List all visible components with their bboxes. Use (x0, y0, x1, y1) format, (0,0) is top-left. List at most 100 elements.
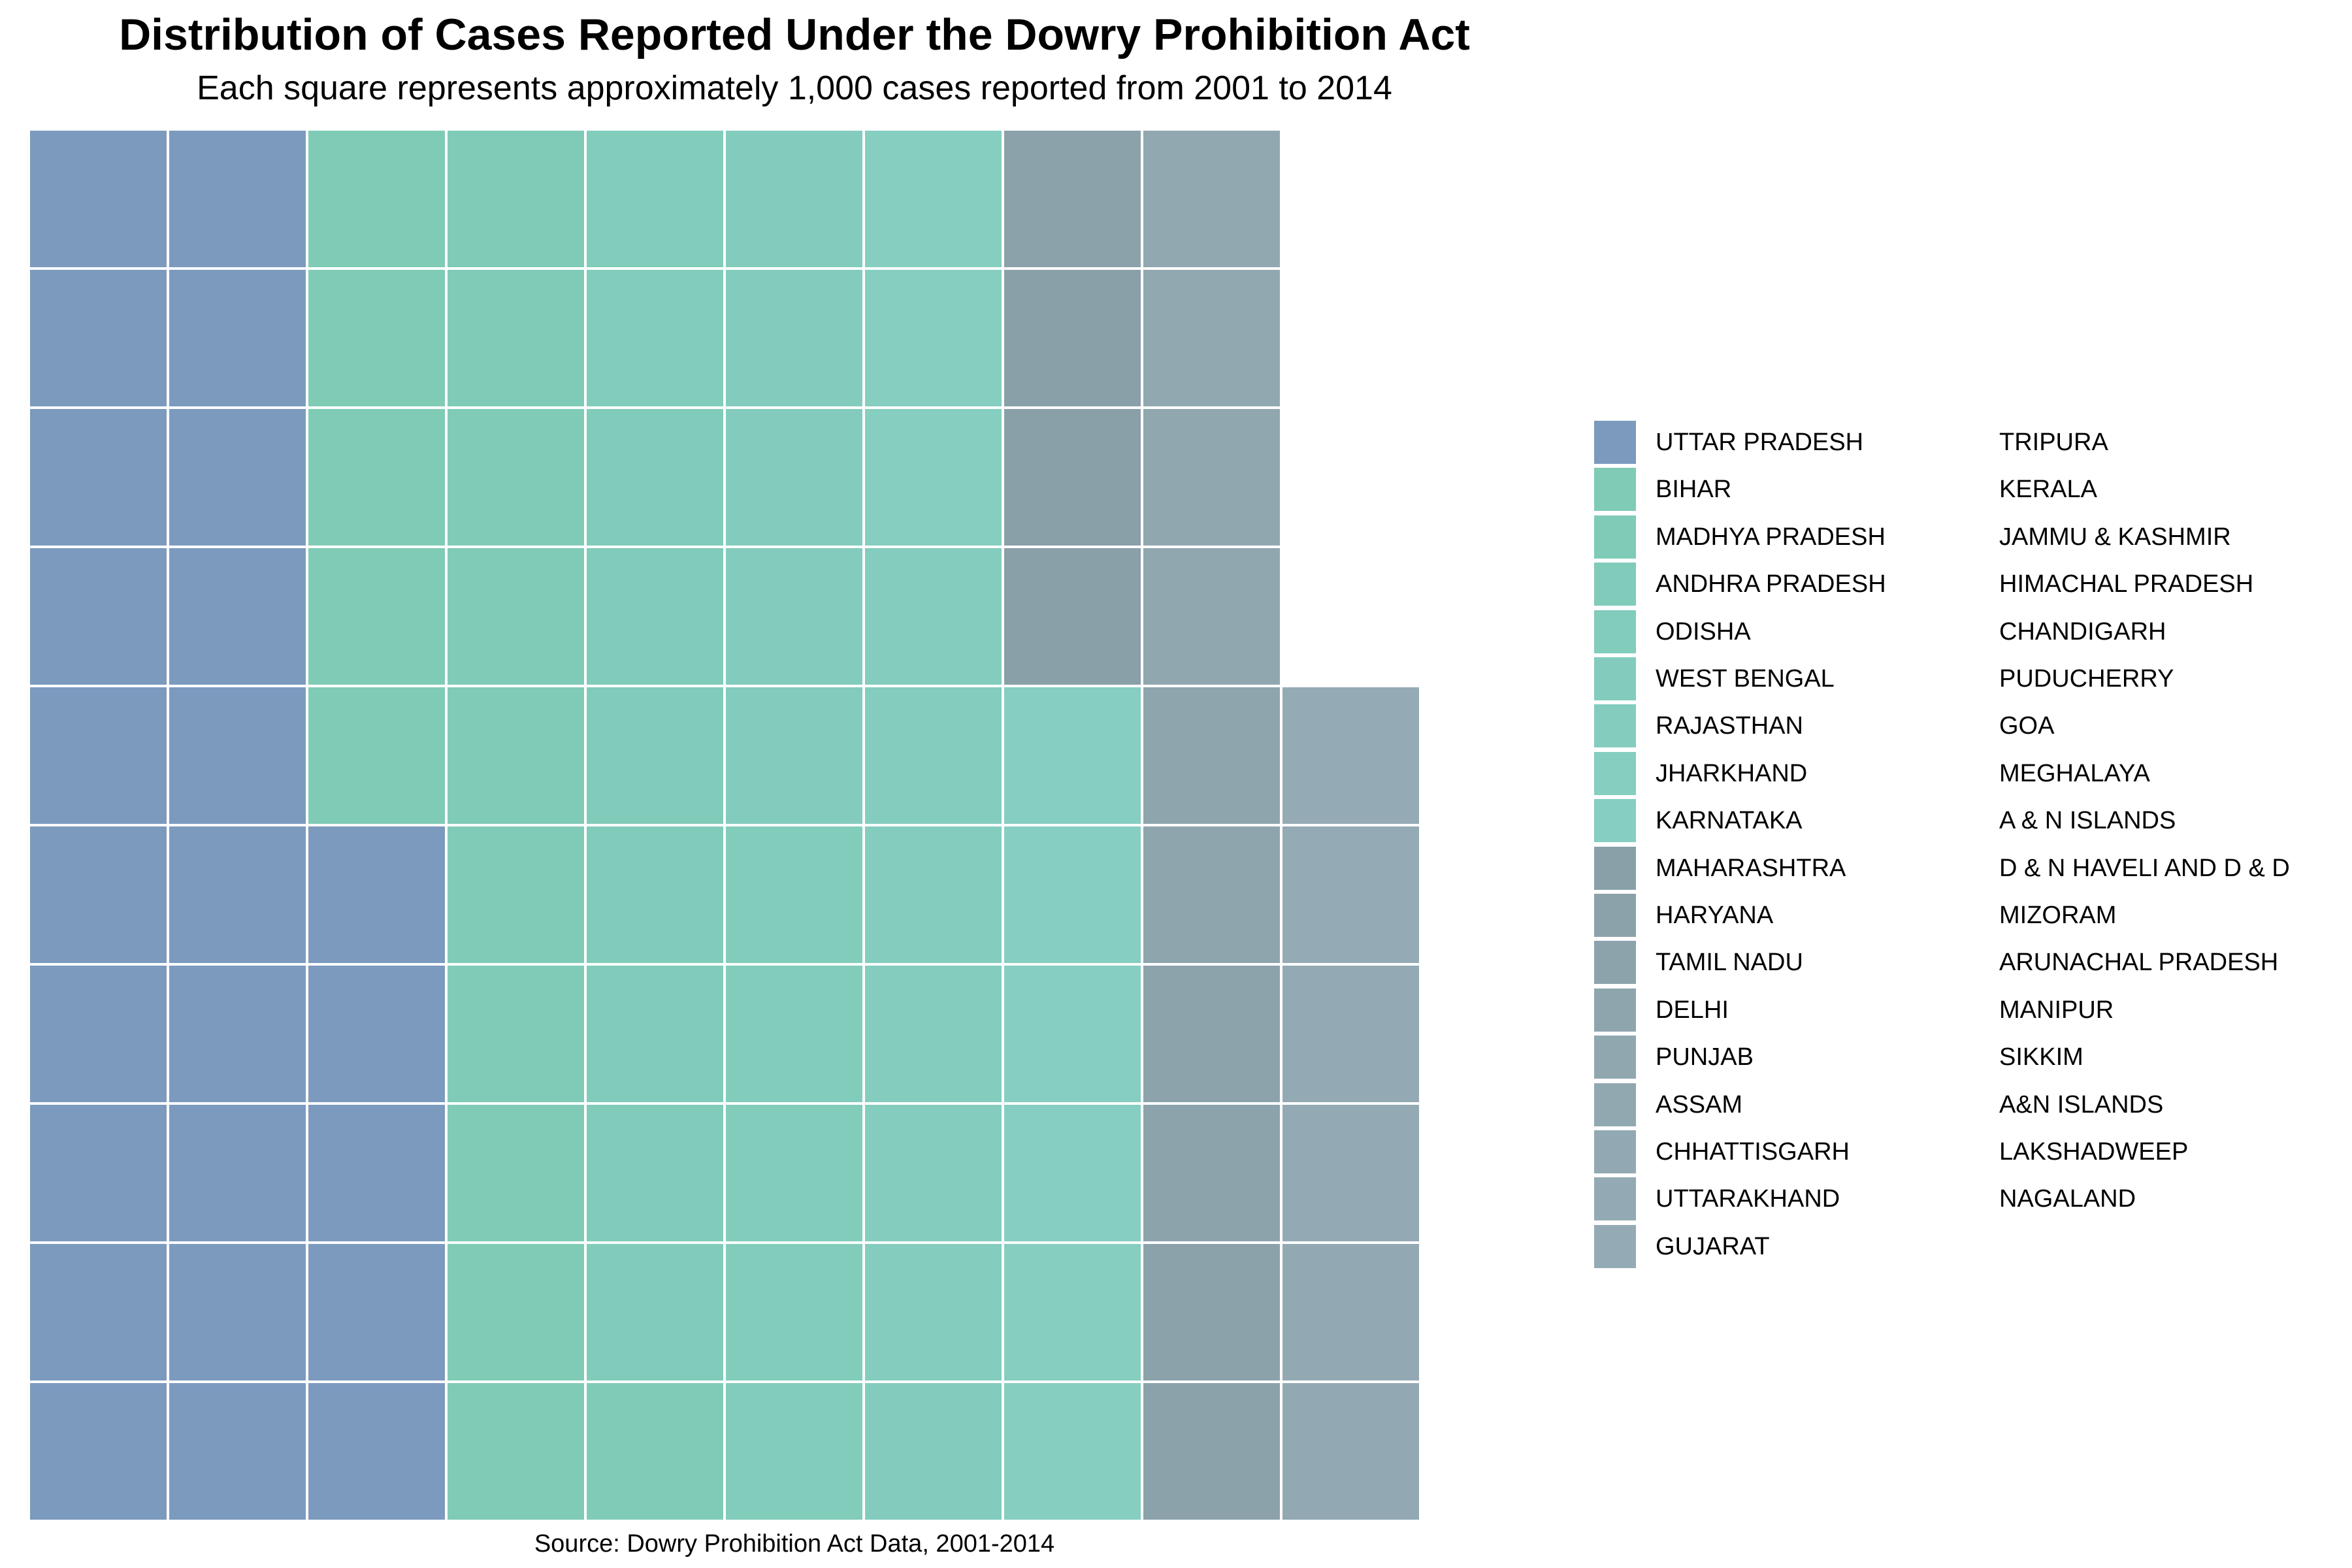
legend-key (1594, 894, 1636, 937)
waffle-square-jharkhand (865, 270, 1002, 406)
waffle-square-gujarat (1282, 687, 1419, 824)
waffle-square-maharashtra (1004, 548, 1141, 685)
legend-key (1594, 1130, 1636, 1173)
legend-label: KARNATAKA (1656, 807, 1803, 835)
waffle-square-uttar-pradesh (169, 966, 306, 1102)
legend-label: JHARKHAND (1656, 759, 1808, 787)
legend-label: TAMIL NADU (1656, 949, 1803, 977)
waffle-square-rajasthan (865, 548, 1002, 685)
waffle-square-gujarat (1282, 826, 1419, 963)
waffle-square-madhya-pradesh (448, 409, 584, 546)
waffle-square-uttar-pradesh (308, 1105, 445, 1241)
legend-key (1594, 657, 1636, 700)
legend-label: ODISHA (1656, 617, 1751, 645)
waffle-square-uttar-pradesh (30, 1244, 167, 1380)
waffle-square-andhra-pradesh (587, 409, 723, 546)
legend-key (1594, 1036, 1636, 1079)
legend-label: KERALA (1999, 476, 2097, 504)
legend-label: A&N ISLANDS (1999, 1090, 2164, 1119)
waffle-square-uttar-pradesh (30, 826, 167, 963)
waffle-square-uttar-pradesh (169, 548, 306, 685)
waffle-square-uttar-pradesh (308, 1244, 445, 1380)
legend-key (1594, 1224, 1636, 1268)
waffle-square-bihar (448, 1383, 584, 1520)
waffle-square-odisha (587, 270, 723, 406)
waffle-square-madhya-pradesh (448, 687, 584, 824)
waffle-square-odisha (726, 1105, 862, 1241)
waffle-square-jharkhand (1004, 1244, 1141, 1380)
waffle-square-uttar-pradesh (169, 826, 306, 963)
waffle-square-andhra-pradesh (587, 687, 723, 824)
waffle-square-rajasthan (865, 826, 1002, 963)
waffle-square-rajasthan (865, 1244, 1002, 1380)
legend-key (1594, 468, 1636, 512)
legend-label: MANIPUR (1999, 996, 2114, 1024)
legend-key (1594, 1083, 1636, 1126)
legend-label: CHHATTISGARH (1656, 1138, 1850, 1166)
waffle-square-uttar-pradesh (30, 548, 167, 685)
legend-label: GOA (1999, 712, 2055, 740)
legend-label: HIMACHAL PRADESH (1999, 570, 2254, 598)
legend-label: ANDHRA PRADESH (1656, 570, 1886, 598)
waffle-square-odisha (726, 1383, 862, 1520)
waffle-square-karnataka (1004, 1105, 1141, 1241)
waffle-square-bihar (308, 687, 445, 824)
legend-label: MEGHALAYA (1999, 759, 2150, 787)
waffle-chart (30, 131, 1419, 1520)
waffle-square-west-bengal (726, 548, 862, 685)
waffle-square-maharashtra (1004, 409, 1141, 546)
waffle-square-uttar-pradesh (30, 687, 167, 824)
waffle-square-bihar (308, 409, 445, 546)
waffle-square-odisha (726, 966, 862, 1102)
waffle-square-madhya-pradesh (448, 826, 584, 963)
legend-label: CHANDIGARH (1999, 617, 2166, 645)
waffle-square-uttar-pradesh (169, 409, 306, 546)
waffle-square-madhya-pradesh (448, 270, 584, 406)
waffle-square-madhya-pradesh (448, 548, 584, 685)
legend-key (1594, 704, 1636, 748)
legend-key (1594, 799, 1636, 843)
legend-label: ASSAM (1656, 1090, 1743, 1119)
legend-key (1594, 988, 1636, 1032)
waffle-square-uttar-pradesh (169, 270, 306, 406)
legend-label: MAHARASHTRA (1656, 854, 1846, 882)
waffle-square-punjab (1143, 409, 1280, 546)
waffle-square-uttar-pradesh (30, 1383, 167, 1520)
waffle-square-madhya-pradesh (448, 131, 584, 267)
legend-label: UTTARAKHAND (1656, 1185, 1840, 1213)
waffle-square-uttar-pradesh (308, 826, 445, 963)
waffle-square-bihar (308, 270, 445, 406)
waffle-square-haryana (1004, 131, 1141, 267)
legend-label: D & N HAVELI AND D & D (1999, 854, 2290, 882)
waffle-square-odisha (726, 1244, 862, 1380)
legend-key (1594, 421, 1636, 464)
legend: UTTAR PRADESH BIHAR MADHYA PRADESH ANDHRA P… (1594, 0, 2352, 1307)
waffle-square-delhi (1143, 826, 1280, 963)
legend-label: WEST BENGAL (1656, 665, 1835, 693)
legend-label: ARUNACHAL PRADESH (1999, 949, 2279, 977)
waffle-square-chhattisgarh (1282, 1244, 1419, 1380)
legend-label: A & N ISLANDS (1999, 807, 2176, 835)
legend-label: MIZORAM (1999, 902, 2117, 929)
waffle-square-haryana (1143, 1383, 1280, 1520)
waffle-square-andhra-pradesh (587, 826, 723, 963)
legend-label: DELHI (1656, 996, 1729, 1024)
waffle-square-west-bengal (726, 409, 862, 546)
legend-key (1594, 563, 1636, 606)
chart-subtitle: Each square represents approximately 1,0… (197, 69, 1392, 107)
legend-key (1594, 846, 1636, 890)
waffle-square-uttar-pradesh (308, 1383, 445, 1520)
waffle-square-assam (1143, 131, 1280, 267)
waffle-square-bihar (308, 131, 445, 267)
legend-key (1594, 610, 1636, 653)
waffle-square-madhya-pradesh (448, 966, 584, 1102)
waffle-square-tamil-nadu (1143, 1105, 1280, 1241)
waffle-square-maharashtra (1004, 270, 1141, 406)
waffle-square-assam (1143, 270, 1280, 406)
waffle-square-uttar-pradesh (308, 966, 445, 1102)
waffle-square-rajasthan (865, 1105, 1002, 1241)
waffle-square-jharkhand (1004, 1383, 1141, 1520)
waffle-square-rajasthan (865, 687, 1002, 824)
waffle-square-uttar-pradesh (30, 966, 167, 1102)
waffle-square-andhra-pradesh (587, 1105, 723, 1241)
